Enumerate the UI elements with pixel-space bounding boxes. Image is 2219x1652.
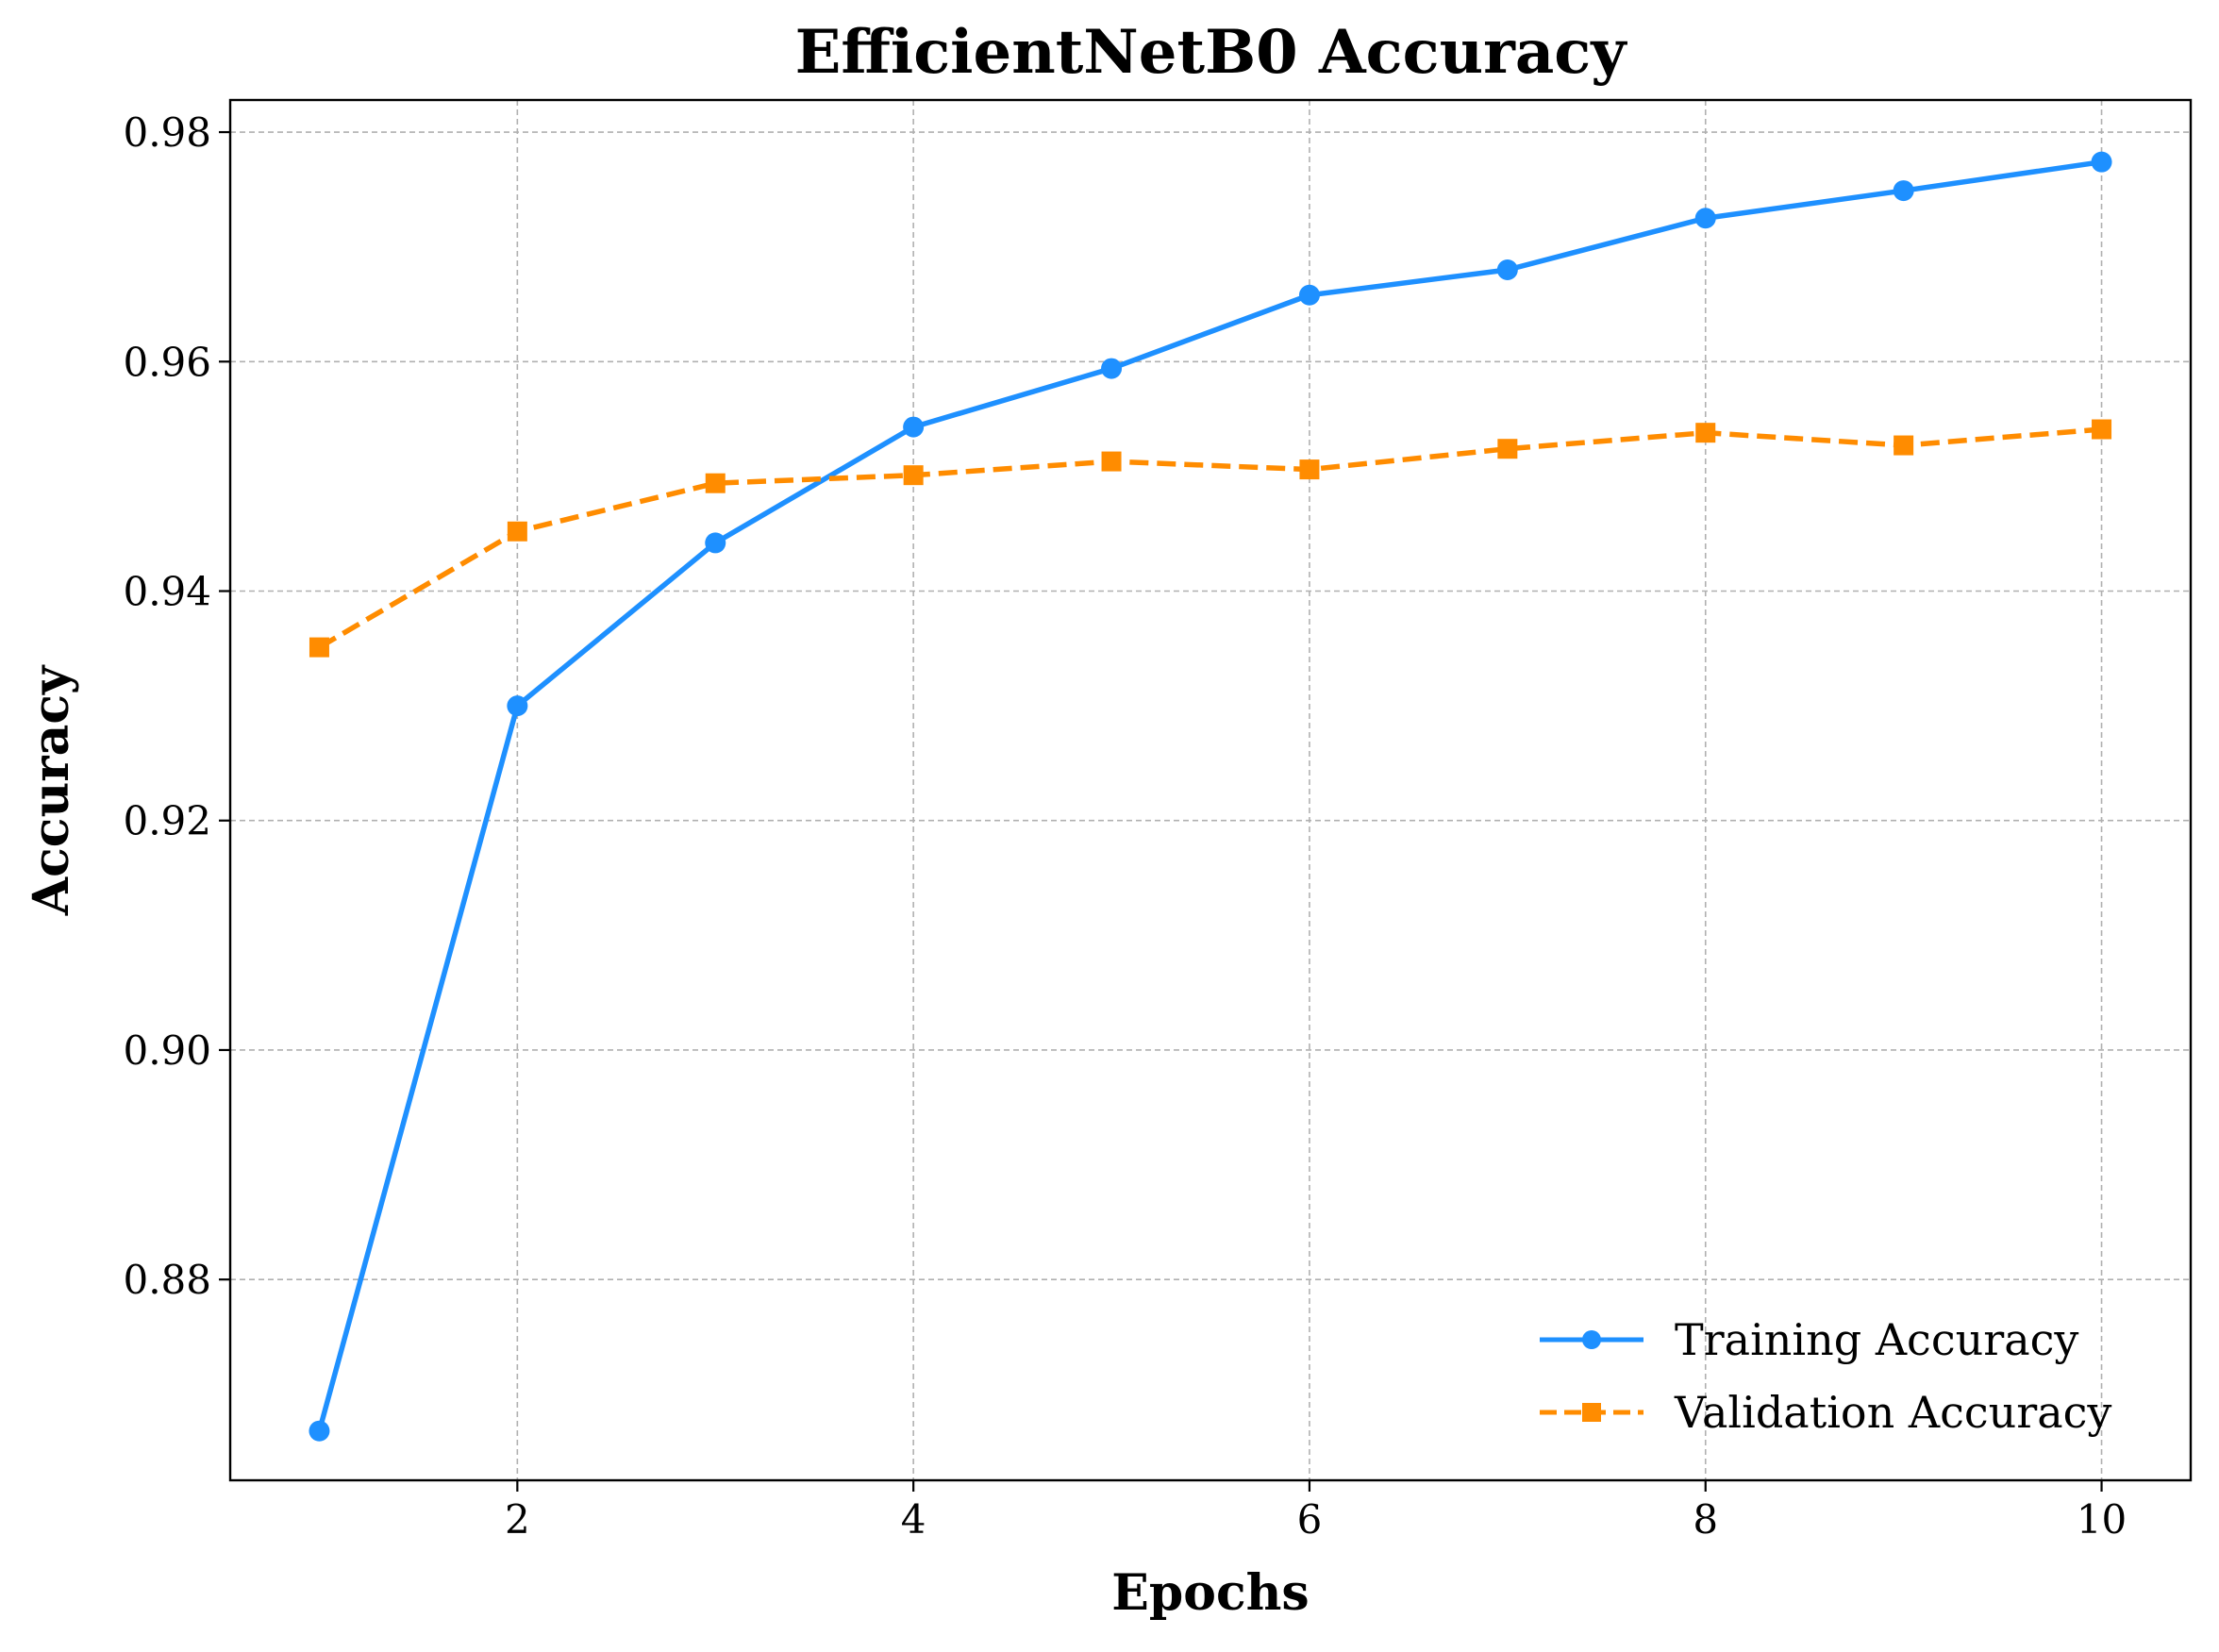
series-layer	[309, 151, 2112, 1442]
legend-marker-validation	[1582, 1403, 1601, 1422]
series-validation	[309, 419, 2112, 658]
data-point-training	[705, 532, 726, 554]
data-point-validation	[2092, 419, 2112, 440]
legend-marker-training	[1582, 1330, 1601, 1349]
y-tick-label: 0.98	[123, 109, 211, 156]
grid-layer	[230, 100, 2191, 1480]
x-tick-label: 4	[901, 1496, 926, 1543]
tick-layer: 2 4 6 8 10 0.88 0.90 0.92 0.94 0.96 0.98	[123, 109, 2127, 1543]
series-line-training	[316, 159, 2102, 1432]
data-point-training	[507, 695, 528, 717]
y-tick-label: 0.90	[123, 1027, 211, 1074]
data-point-training	[1298, 284, 1320, 306]
data-point-training	[1101, 358, 1123, 379]
series-training	[309, 151, 2112, 1442]
data-point-training	[1496, 259, 1518, 280]
data-point-validation	[1894, 435, 1914, 456]
legend-item-training: Training Accuracy	[1540, 1314, 2078, 1365]
data-point-validation	[309, 637, 329, 658]
chart-title: EfficientNetB0 Accuracy	[795, 17, 1628, 88]
data-point-training	[903, 416, 925, 438]
data-point-training	[1694, 208, 1716, 229]
data-point-validation	[1497, 439, 1518, 459]
legend-item-validation: Validation Accuracy	[1540, 1387, 2111, 1438]
plot-area-frame	[228, 98, 2193, 1482]
x-tick-label: 6	[1297, 1496, 1323, 1543]
data-point-validation	[1299, 459, 1320, 480]
data-point-validation	[705, 473, 726, 493]
x-tick-label: 10	[2077, 1496, 2127, 1543]
data-point-validation	[507, 521, 527, 542]
data-point-validation	[1101, 451, 1122, 472]
data-point-training	[309, 1420, 330, 1442]
x-axis-label: Epochs	[1111, 1564, 1309, 1622]
data-point-training	[1893, 180, 1914, 202]
series-line-validation	[318, 426, 2102, 650]
y-axis-label: Accuracy	[23, 664, 80, 916]
y-tick-label: 0.88	[123, 1257, 211, 1303]
legend: Training Accuracy Validation Accuracy	[1540, 1314, 2111, 1438]
y-tick-label: 0.96	[123, 339, 211, 385]
y-tick-label: 0.94	[123, 569, 211, 615]
legend-label-training: Training Accuracy	[1675, 1314, 2078, 1365]
legend-label-validation: Validation Accuracy	[1674, 1387, 2111, 1438]
data-point-validation	[1695, 423, 1716, 443]
data-point-validation	[903, 465, 924, 486]
x-tick-label: 8	[1693, 1496, 1718, 1543]
data-point-training	[2091, 151, 2112, 173]
x-tick-label: 2	[505, 1496, 530, 1543]
y-tick-label: 0.92	[123, 798, 211, 844]
